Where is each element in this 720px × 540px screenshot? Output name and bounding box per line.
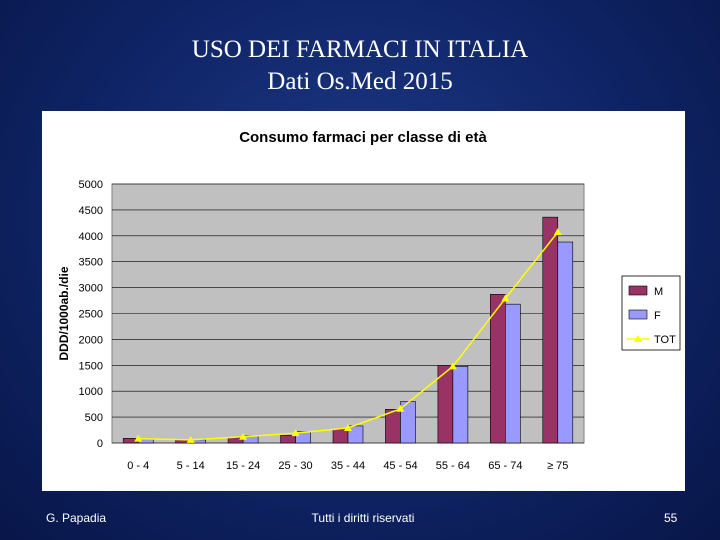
bar-f — [557, 241, 574, 444]
x-tick-label: 15 - 24 — [226, 460, 260, 472]
bar-f — [295, 431, 311, 444]
bar-m — [542, 216, 559, 444]
slide-title: USO DEI FARMACI IN ITALIA Dati Os.Med 20… — [0, 34, 720, 98]
bar-f — [452, 366, 469, 444]
y-tick-label: 4500 — [79, 205, 103, 217]
legend-marker-tot — [634, 335, 642, 342]
bar-chart: Consumo farmaci per classe di età 0 500 100… — [57, 129, 681, 472]
x-tick-label: 0 - 4 — [127, 460, 149, 472]
y-tick-label: 3500 — [79, 257, 103, 269]
slide-title-line1: USO DEI FARMACI IN ITALIA — [191, 36, 529, 63]
point-tot — [344, 423, 352, 431]
point-tot — [186, 435, 195, 443]
slide-title-line2: Dati Os.Med 2015 — [267, 68, 453, 95]
bar-m — [332, 429, 349, 444]
point-tot — [291, 429, 300, 437]
footer-page-number: 55 — [664, 511, 678, 525]
y-tick-label: 2500 — [79, 309, 103, 321]
y-tick-label: 3000 — [79, 283, 103, 295]
bar-f — [505, 303, 521, 444]
y-tick-label: 500 — [85, 412, 103, 424]
y-tick-label: 5000 — [79, 179, 103, 191]
footer-author: G. Papadia — [46, 511, 107, 525]
chart-panel: Consumo farmaci per classe di età 0 500 100… — [42, 111, 685, 491]
legend-swatch-f — [628, 309, 648, 320]
point-tot — [501, 294, 510, 302]
bar-m — [490, 294, 506, 444]
y-tick-label: 1500 — [79, 360, 103, 372]
legend-label-m: M — [654, 286, 663, 298]
point-tot — [448, 362, 457, 370]
point-tot — [553, 228, 562, 236]
chart-title: Consumo farmaci per classe di età — [239, 129, 487, 146]
bar-m — [385, 409, 401, 444]
x-tick-label: 5 - 14 — [177, 460, 205, 472]
point-tot — [396, 404, 405, 412]
x-tick-label: ≥ 75 — [547, 460, 568, 472]
y-tick-label: 4000 — [79, 231, 103, 243]
footer-rights: Tutti i diritti riservati — [311, 511, 415, 525]
point-tot — [134, 434, 143, 442]
x-tick-label: 65 - 74 — [488, 460, 522, 472]
x-tick-label: 55 - 64 — [436, 460, 470, 472]
bar-f — [400, 401, 416, 444]
x-tick-label: 25 - 30 — [278, 460, 312, 472]
bar-m — [280, 434, 296, 444]
legend-label-tot: TOT — [654, 334, 676, 346]
y-tick-label: 1000 — [79, 386, 103, 398]
x-tick-label: 45 - 54 — [383, 460, 417, 472]
y-tick-label: 0 — [97, 438, 103, 450]
y-axis-label: DDD/1000ab./die — [57, 266, 71, 360]
x-tick-label: 35 - 44 — [331, 460, 365, 472]
legend-label-f: F — [654, 310, 661, 322]
y-tick-label: 2000 — [79, 334, 103, 346]
point-tot — [239, 432, 248, 440]
legend-swatch-m — [628, 285, 648, 296]
